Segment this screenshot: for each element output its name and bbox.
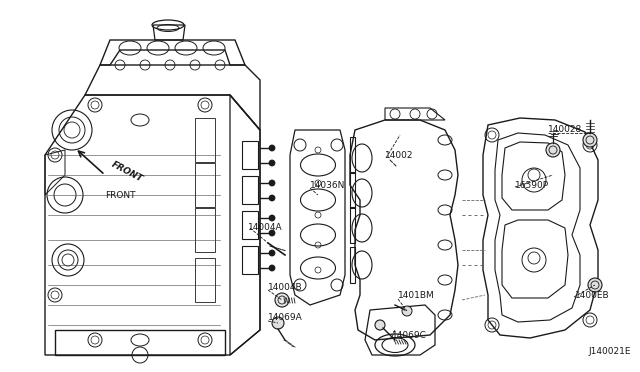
Circle shape <box>375 320 385 330</box>
Text: 14069A: 14069A <box>268 314 303 323</box>
Text: 1401BM: 1401BM <box>398 292 435 301</box>
Text: 16590P: 16590P <box>515 180 549 189</box>
Text: 14069C: 14069C <box>392 330 427 340</box>
Text: FRONT: FRONT <box>105 190 136 199</box>
Text: 1400EB: 1400EB <box>575 291 610 299</box>
Circle shape <box>583 133 597 147</box>
Circle shape <box>269 180 275 186</box>
Text: 14004A: 14004A <box>248 224 283 232</box>
Text: 14002: 14002 <box>385 151 413 160</box>
Circle shape <box>269 195 275 201</box>
Text: FRONT: FRONT <box>110 160 145 184</box>
Circle shape <box>546 143 560 157</box>
Text: 140028: 140028 <box>548 125 582 135</box>
Circle shape <box>269 265 275 271</box>
Circle shape <box>272 317 284 329</box>
Circle shape <box>402 306 412 316</box>
Circle shape <box>269 215 275 221</box>
Text: 14004B: 14004B <box>268 282 303 292</box>
Circle shape <box>269 145 275 151</box>
Text: 14036N: 14036N <box>310 180 346 189</box>
Circle shape <box>269 160 275 166</box>
Circle shape <box>588 278 602 292</box>
Circle shape <box>269 250 275 256</box>
Circle shape <box>269 230 275 236</box>
Circle shape <box>275 293 289 307</box>
Text: J140021E: J140021E <box>588 347 630 356</box>
